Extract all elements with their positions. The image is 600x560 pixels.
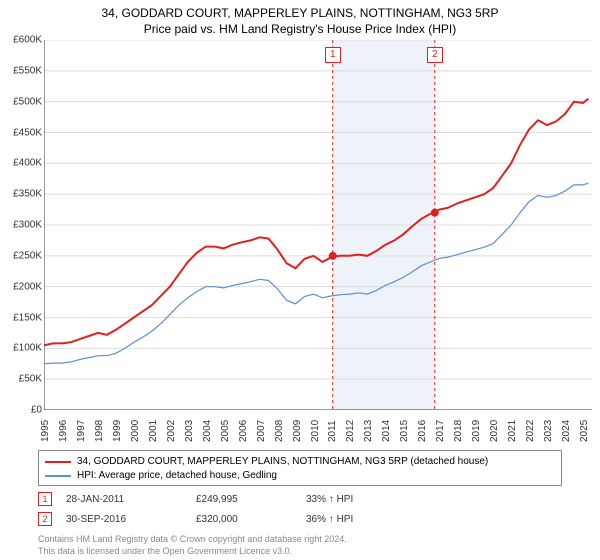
y-tick-label: £250K — [2, 250, 42, 261]
y-tick-label: £50K — [2, 374, 42, 385]
x-tick-label: 2007 — [256, 420, 267, 442]
x-tick-label: 2015 — [399, 420, 410, 442]
x-tick-label: 2012 — [345, 420, 356, 442]
x-tick-label: 2003 — [184, 420, 195, 442]
y-tick-label: £450K — [2, 127, 42, 138]
y-tick-label: £400K — [2, 158, 42, 169]
x-tick-label: 2023 — [543, 420, 554, 442]
footnote-copyright: Contains HM Land Registry data © Crown c… — [38, 534, 347, 544]
y-tick-label: £100K — [2, 343, 42, 354]
chart-legend: 34, GODDARD COURT, MAPPERLEY PLAINS, NOT… — [38, 450, 562, 486]
x-tick-label: 2016 — [417, 420, 428, 442]
footnote-licence: This data is licensed under the Open Gov… — [38, 546, 292, 556]
sale-marker-badge: 1 — [38, 492, 52, 506]
x-tick-label: 2018 — [453, 420, 464, 442]
y-tick-label: £550K — [2, 65, 42, 76]
legend-row: 34, GODDARD COURT, MAPPERLEY PLAINS, NOT… — [45, 455, 555, 469]
x-tick-label: 2011 — [327, 420, 338, 442]
legend-label: 34, GODDARD COURT, MAPPERLEY PLAINS, NOT… — [77, 455, 488, 469]
y-tick-label: £200K — [2, 281, 42, 292]
chart-marker-box: 2 — [427, 47, 443, 63]
x-tick-label: 2024 — [561, 420, 572, 442]
x-tick-label: 2010 — [310, 420, 321, 442]
sale-date: 30-SEP-2016 — [66, 514, 196, 525]
legend-label: HPI: Average price, detached house, Gedl… — [77, 469, 277, 483]
chart-marker-box: 1 — [325, 47, 341, 63]
x-tick-label: 1998 — [94, 420, 105, 442]
x-tick-label: 1995 — [40, 420, 51, 442]
chart-title-subtitle: Price paid vs. HM Land Registry's House … — [0, 22, 600, 36]
sale-delta: 36% ↑ HPI — [306, 514, 396, 525]
x-tick-label: 2000 — [130, 420, 141, 442]
sale-price: £249,995 — [196, 494, 306, 505]
sale-marker-row-2: 2 30-SEP-2016 £320,000 36% ↑ HPI — [38, 512, 396, 526]
y-tick-label: £0 — [2, 405, 42, 416]
sale-delta: 33% ↑ HPI — [306, 494, 396, 505]
x-tick-label: 2022 — [525, 420, 536, 442]
chart-title-address: 34, GODDARD COURT, MAPPERLEY PLAINS, NOT… — [0, 6, 600, 20]
x-tick-label: 2009 — [292, 420, 303, 442]
y-tick-label: £300K — [2, 220, 42, 231]
y-tick-label: £600K — [2, 35, 42, 46]
y-tick-label: £500K — [2, 96, 42, 107]
legend-swatch — [45, 461, 71, 463]
sale-marker-badge: 2 — [38, 512, 52, 526]
x-tick-label: 2004 — [202, 420, 213, 442]
y-tick-label: £150K — [2, 312, 42, 323]
x-tick-label: 1996 — [58, 420, 69, 442]
sale-marker-row-1: 1 28-JAN-2011 £249,995 33% ↑ HPI — [38, 492, 396, 506]
legend-swatch — [45, 475, 71, 477]
x-tick-label: 2002 — [166, 420, 177, 442]
x-tick-label: 1997 — [76, 420, 87, 442]
chart-page: 34, GODDARD COURT, MAPPERLEY PLAINS, NOT… — [0, 0, 600, 560]
sale-price: £320,000 — [196, 514, 306, 525]
x-tick-label: 2014 — [381, 420, 392, 442]
x-tick-label: 2017 — [435, 420, 446, 442]
x-tick-label: 2008 — [274, 420, 285, 442]
x-tick-label: 2025 — [579, 420, 590, 442]
x-tick-label: 2013 — [363, 420, 374, 442]
x-tick-label: 2001 — [148, 420, 159, 442]
sale-date: 28-JAN-2011 — [66, 494, 196, 505]
x-tick-label: 1999 — [112, 420, 123, 442]
x-tick-label: 2006 — [238, 420, 249, 442]
x-tick-label: 2020 — [489, 420, 500, 442]
y-tick-label: £350K — [2, 189, 42, 200]
x-tick-label: 2005 — [220, 420, 231, 442]
line-chart — [44, 40, 592, 410]
legend-row: HPI: Average price, detached house, Gedl… — [45, 469, 555, 483]
x-tick-label: 2021 — [507, 420, 518, 442]
x-tick-label: 2019 — [471, 420, 482, 442]
